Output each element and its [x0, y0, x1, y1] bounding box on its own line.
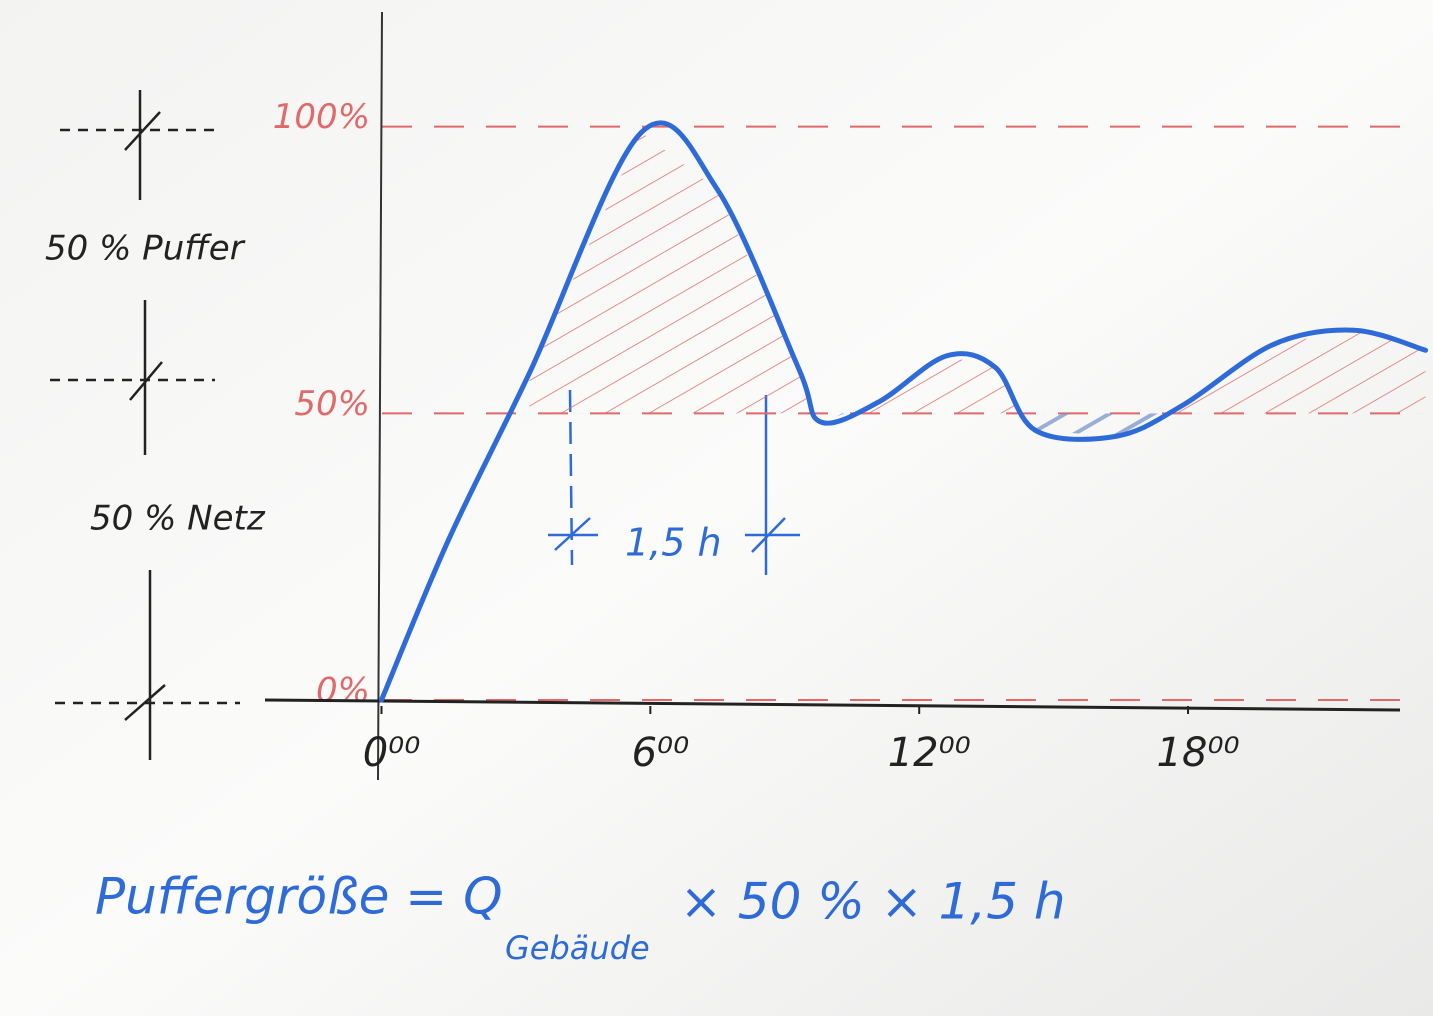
grid-share-label: 50 % Netz: [90, 499, 266, 539]
formula-rest: × 50 % × 1,5 h: [680, 873, 1066, 931]
x-tick-label: 0⁰⁰: [363, 730, 421, 776]
y-tick-label: 0%: [316, 671, 370, 711]
left-scale: [50, 90, 240, 760]
x-axis: [264, 698, 1401, 712]
duration-label: 1,5 h: [625, 521, 722, 565]
formula-subscript: Gebäude: [505, 929, 650, 967]
y-tick-label: 50%: [294, 384, 370, 424]
hatch-surplus: [529, 132, 1426, 414]
y-axis: [377, 11, 383, 781]
formula: Puffergröße = Q: [95, 868, 502, 926]
x-tick-label: 12⁰⁰: [888, 730, 971, 776]
y-tick-label: 100%: [273, 97, 370, 137]
load-curve: [379, 120, 1429, 703]
hatch-deficit: [817, 413, 1166, 437]
duration-marker: [548, 389, 800, 575]
buffer-label: 50 % Puffer: [45, 229, 246, 269]
x-tick-label: 18⁰⁰: [1157, 730, 1240, 776]
x-tick-label: 6⁰⁰: [632, 730, 690, 776]
